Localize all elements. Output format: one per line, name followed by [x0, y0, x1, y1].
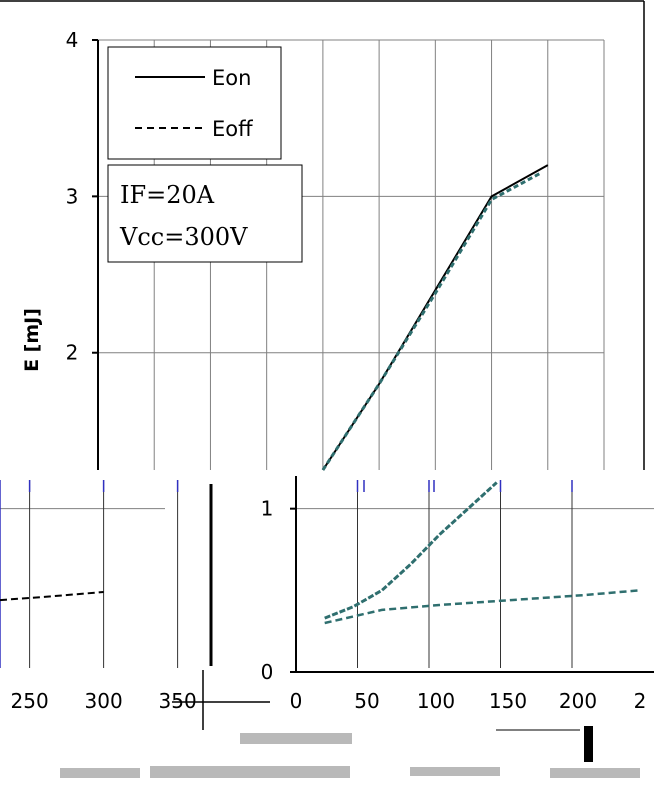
legend-eon-label: Eon: [212, 66, 251, 90]
y-axis-label: E [mJ]: [21, 308, 43, 372]
lower-right-series-eoff: [324, 589, 641, 625]
upper-y-tick-label: 4: [66, 28, 79, 52]
lower-right-series-eon: [324, 481, 498, 620]
lower-right-x-tick-label: 100: [417, 689, 455, 713]
upper-y-tick-label: 2: [66, 341, 79, 365]
legend-eoff-label: Eoff: [212, 117, 253, 141]
lower-left-series-eoff: [0, 591, 104, 602]
page-edge-mark: [584, 726, 593, 762]
conditions-box: IF=20A Vcc=300V: [107, 164, 303, 263]
lower-left-chart: 250 300 350: [0, 480, 197, 713]
upper-y-tick-label: 3: [66, 184, 79, 208]
lower-left-x-tick-label: 300: [85, 689, 123, 713]
legend: Eon Eoff: [107, 46, 282, 160]
lower-right-x-tick-label: 0: [290, 689, 303, 713]
lower-left-x-tick-label: 250: [11, 689, 49, 713]
condition-voltage: Vcc=300V: [119, 223, 248, 251]
lower-right-chart: 0 50 100 150 200 2 0 1: [261, 476, 654, 713]
condition-current: IF=20A: [120, 181, 215, 209]
lower-right-y-tick-label: 1: [261, 497, 274, 521]
lower-right-y-tick-label: 0: [261, 660, 274, 684]
upper-chart: 2 3 4 E [mJ] Eon Eoff IF=20A Vcc=300V: [21, 28, 605, 471]
lower-right-x-tick-label: 150: [489, 689, 527, 713]
lower-right-x-tick-label: 200: [559, 689, 597, 713]
scan-artifacts: [60, 733, 640, 778]
lower-left-x-tick-label: 350: [159, 689, 197, 713]
lower-right-x-tick-label: 2: [634, 689, 647, 713]
upper-series-eoff: [321, 171, 542, 471]
lower-right-x-tick-label: 50: [354, 689, 379, 713]
